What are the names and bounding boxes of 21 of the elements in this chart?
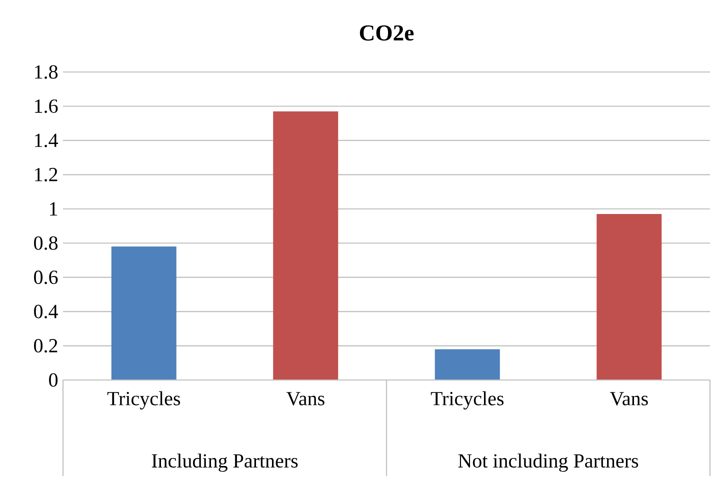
y-tick-label: 1.4: [35, 134, 58, 148]
bar: [273, 111, 338, 380]
y-tick-label: 0.2: [34, 338, 58, 353]
text: Including Partners: [152, 454, 298, 472]
y-tick-label: 1.6: [35, 99, 58, 113]
bar: [434, 349, 500, 380]
y-tick-label: 0.6: [34, 270, 58, 284]
y-tick-label: 0: [49, 373, 58, 387]
y-tick-label: 0.8: [34, 236, 58, 250]
x-tick-label: Vans: [286, 392, 324, 406]
x-tick-label: Tricycles: [107, 391, 180, 410]
x-tick-label: Vans: [610, 392, 648, 406]
y-tick-label: 0.4: [34, 304, 58, 318]
y-tick-label: 1.8: [35, 65, 58, 79]
y-tick-label: 1: [50, 202, 58, 216]
chart-title: CO2e: [360, 25, 414, 41]
bar: [111, 246, 176, 380]
x-tick-label: Tricycles: [430, 391, 504, 410]
bar: [596, 214, 662, 380]
text: Not including Partners: [458, 454, 638, 472]
y-tick-label: 1.2: [35, 168, 58, 182]
